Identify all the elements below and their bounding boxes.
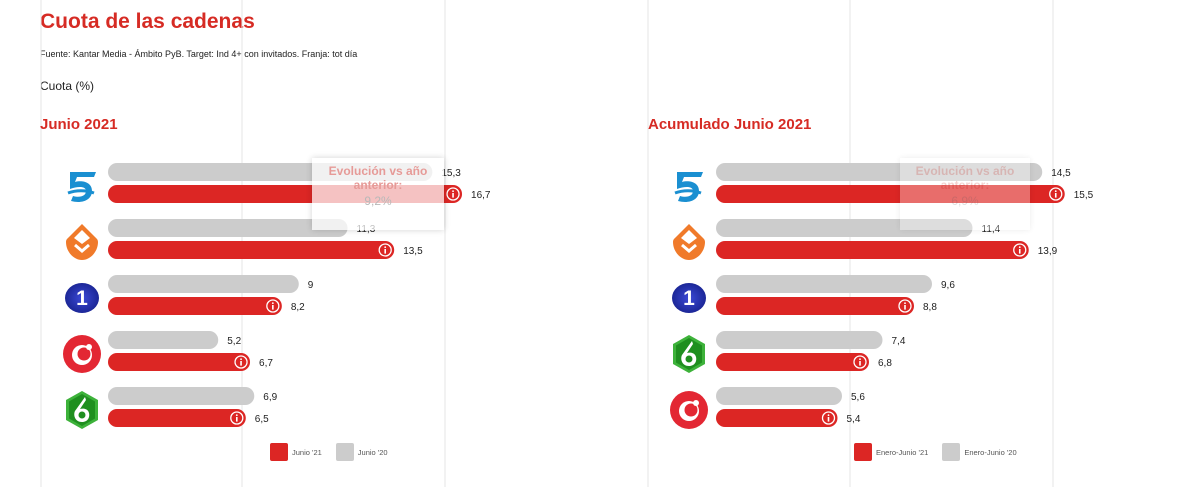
info-icon[interactable] (821, 411, 836, 425)
info-icon[interactable] (1049, 187, 1063, 201)
legend-accumulated: Enero-Junio '21 Enero-Junio '20 (854, 443, 1017, 461)
legend-label-previous: Enero-Junio '20 (964, 447, 1017, 457)
source-note: Fuente: Kantar Media - Ámbito PyB. Targe… (40, 49, 358, 59)
tooltip-value: 6,9% (951, 194, 979, 208)
data-label-previous: 6,9 (263, 392, 277, 403)
bar-previous[interactable] (716, 331, 883, 349)
bar-previous[interactable] (108, 219, 348, 237)
info-icon[interactable] (230, 411, 244, 425)
telecinco-logo (667, 164, 711, 208)
info-icon[interactable] (898, 299, 912, 313)
chart-title-accumulated: Acumulado Junio 2021 (648, 116, 812, 133)
data-label-current: 6,8 (878, 358, 892, 369)
data-label-current: 15,5 (1074, 190, 1094, 201)
bar-previous[interactable] (716, 219, 973, 237)
data-label-current: 13,5 (403, 246, 423, 257)
info-icon[interactable] (853, 355, 867, 369)
lasexta-logo (667, 332, 711, 376)
bar-current[interactable] (716, 409, 838, 427)
legend-label-previous: Junio '20 (357, 447, 388, 457)
bar-current[interactable] (716, 241, 1029, 259)
bar-previous[interactable] (108, 275, 299, 293)
chart-panel-accumulated: 14,5 15,5 11,4 13,9 9,6 8,8 7,4 6,8 5,6 5,4 Acumu… (600, 0, 1196, 487)
metric-label: Cuota (%) (40, 79, 95, 93)
data-label-current: 8,2 (291, 302, 305, 313)
tooltip-value: 9,2% (364, 194, 392, 208)
bar-current[interactable] (108, 353, 251, 371)
chart-title-june: Junio 2021 (40, 116, 118, 133)
data-label-current: 16,7 (471, 190, 491, 201)
data-label-previous: 14,5 (1051, 168, 1071, 179)
data-label-previous: 5,2 (227, 336, 241, 347)
legend-swatch-previous (335, 443, 354, 461)
la1-logo: 1 (667, 276, 711, 320)
la1-logo: 1 (60, 276, 104, 320)
legend-item-current[interactable]: Enero-Junio '21 (854, 443, 928, 461)
bar-current[interactable] (108, 241, 395, 259)
tooltip-title: Evolución vs año anterior: (328, 164, 428, 192)
bar-previous[interactable] (108, 387, 255, 405)
legend-swatch-current (270, 443, 288, 461)
legend-item-current[interactable]: Junio '21 (270, 443, 322, 461)
legend-swatch-previous (942, 443, 961, 461)
data-label-current: 6,5 (255, 414, 269, 425)
data-label-current: 5,4 (847, 414, 861, 425)
info-icon[interactable] (446, 187, 460, 201)
bar-current[interactable] (716, 297, 914, 315)
tooltip-title: Evolución vs año anterior: (915, 164, 1015, 192)
lasexta-logo (60, 388, 104, 432)
chart-svg-accumulated: 14,515,5 11,4 13,9 9,6 8,8 7,46,8 5,6 5,4 (647, 0, 1094, 487)
data-label-previous: 9,6 (941, 280, 955, 291)
legend-item-previous[interactable]: Junio '20 (335, 443, 388, 461)
bar-current[interactable] (108, 409, 246, 427)
bar-current[interactable] (108, 297, 282, 315)
info-icon[interactable] (1013, 243, 1027, 257)
legend-june: Junio '21 Junio '20 (270, 443, 388, 461)
info-icon[interactable] (378, 243, 392, 257)
data-label-previous: 11,4 (982, 224, 1001, 235)
tooltip-june: Evolución vs año anterior: 9,2% (312, 158, 444, 230)
chart-panel-june: 15,316,711,313,598,25,26,76,96,5 Junio 2… (40, 0, 491, 487)
data-label-previous: 9 (308, 280, 314, 291)
tooltip-accumulated: Evolución vs año anterior: 6,9% (900, 158, 1030, 230)
info-icon[interactable] (266, 299, 280, 313)
legend-item-previous[interactable]: Enero-Junio '20 (942, 443, 1017, 461)
legend-swatch-current (854, 443, 872, 461)
data-label-current: 13,9 (1038, 246, 1058, 257)
bar-previous[interactable] (108, 331, 219, 349)
cuatro-logo (667, 388, 711, 432)
data-label-previous: 15,3 (441, 168, 461, 179)
info-icon[interactable] (234, 355, 248, 369)
data-label-previous: 7,4 (892, 336, 906, 347)
legend-label-current: Enero-Junio '21 (876, 447, 929, 457)
bar-previous[interactable] (716, 275, 932, 293)
cuatro-logo (60, 332, 104, 376)
data-label-previous: 5,6 (851, 392, 865, 403)
data-label-current: 8,8 (923, 302, 937, 313)
telecinco-logo (60, 164, 104, 208)
svg-text:1: 1 (76, 287, 88, 310)
bar-previous[interactable] (716, 163, 1043, 181)
main-title: Cuota de las cadenas (40, 10, 255, 33)
antena3-logo (60, 220, 104, 264)
antena3-logo (667, 220, 711, 264)
svg-text:1: 1 (683, 287, 695, 310)
bar-current[interactable] (716, 353, 869, 371)
legend-label-current: Junio '21 (292, 447, 322, 457)
data-label-current: 6,7 (259, 358, 273, 369)
bar-previous[interactable] (716, 387, 842, 405)
bar-current[interactable] (716, 185, 1065, 203)
